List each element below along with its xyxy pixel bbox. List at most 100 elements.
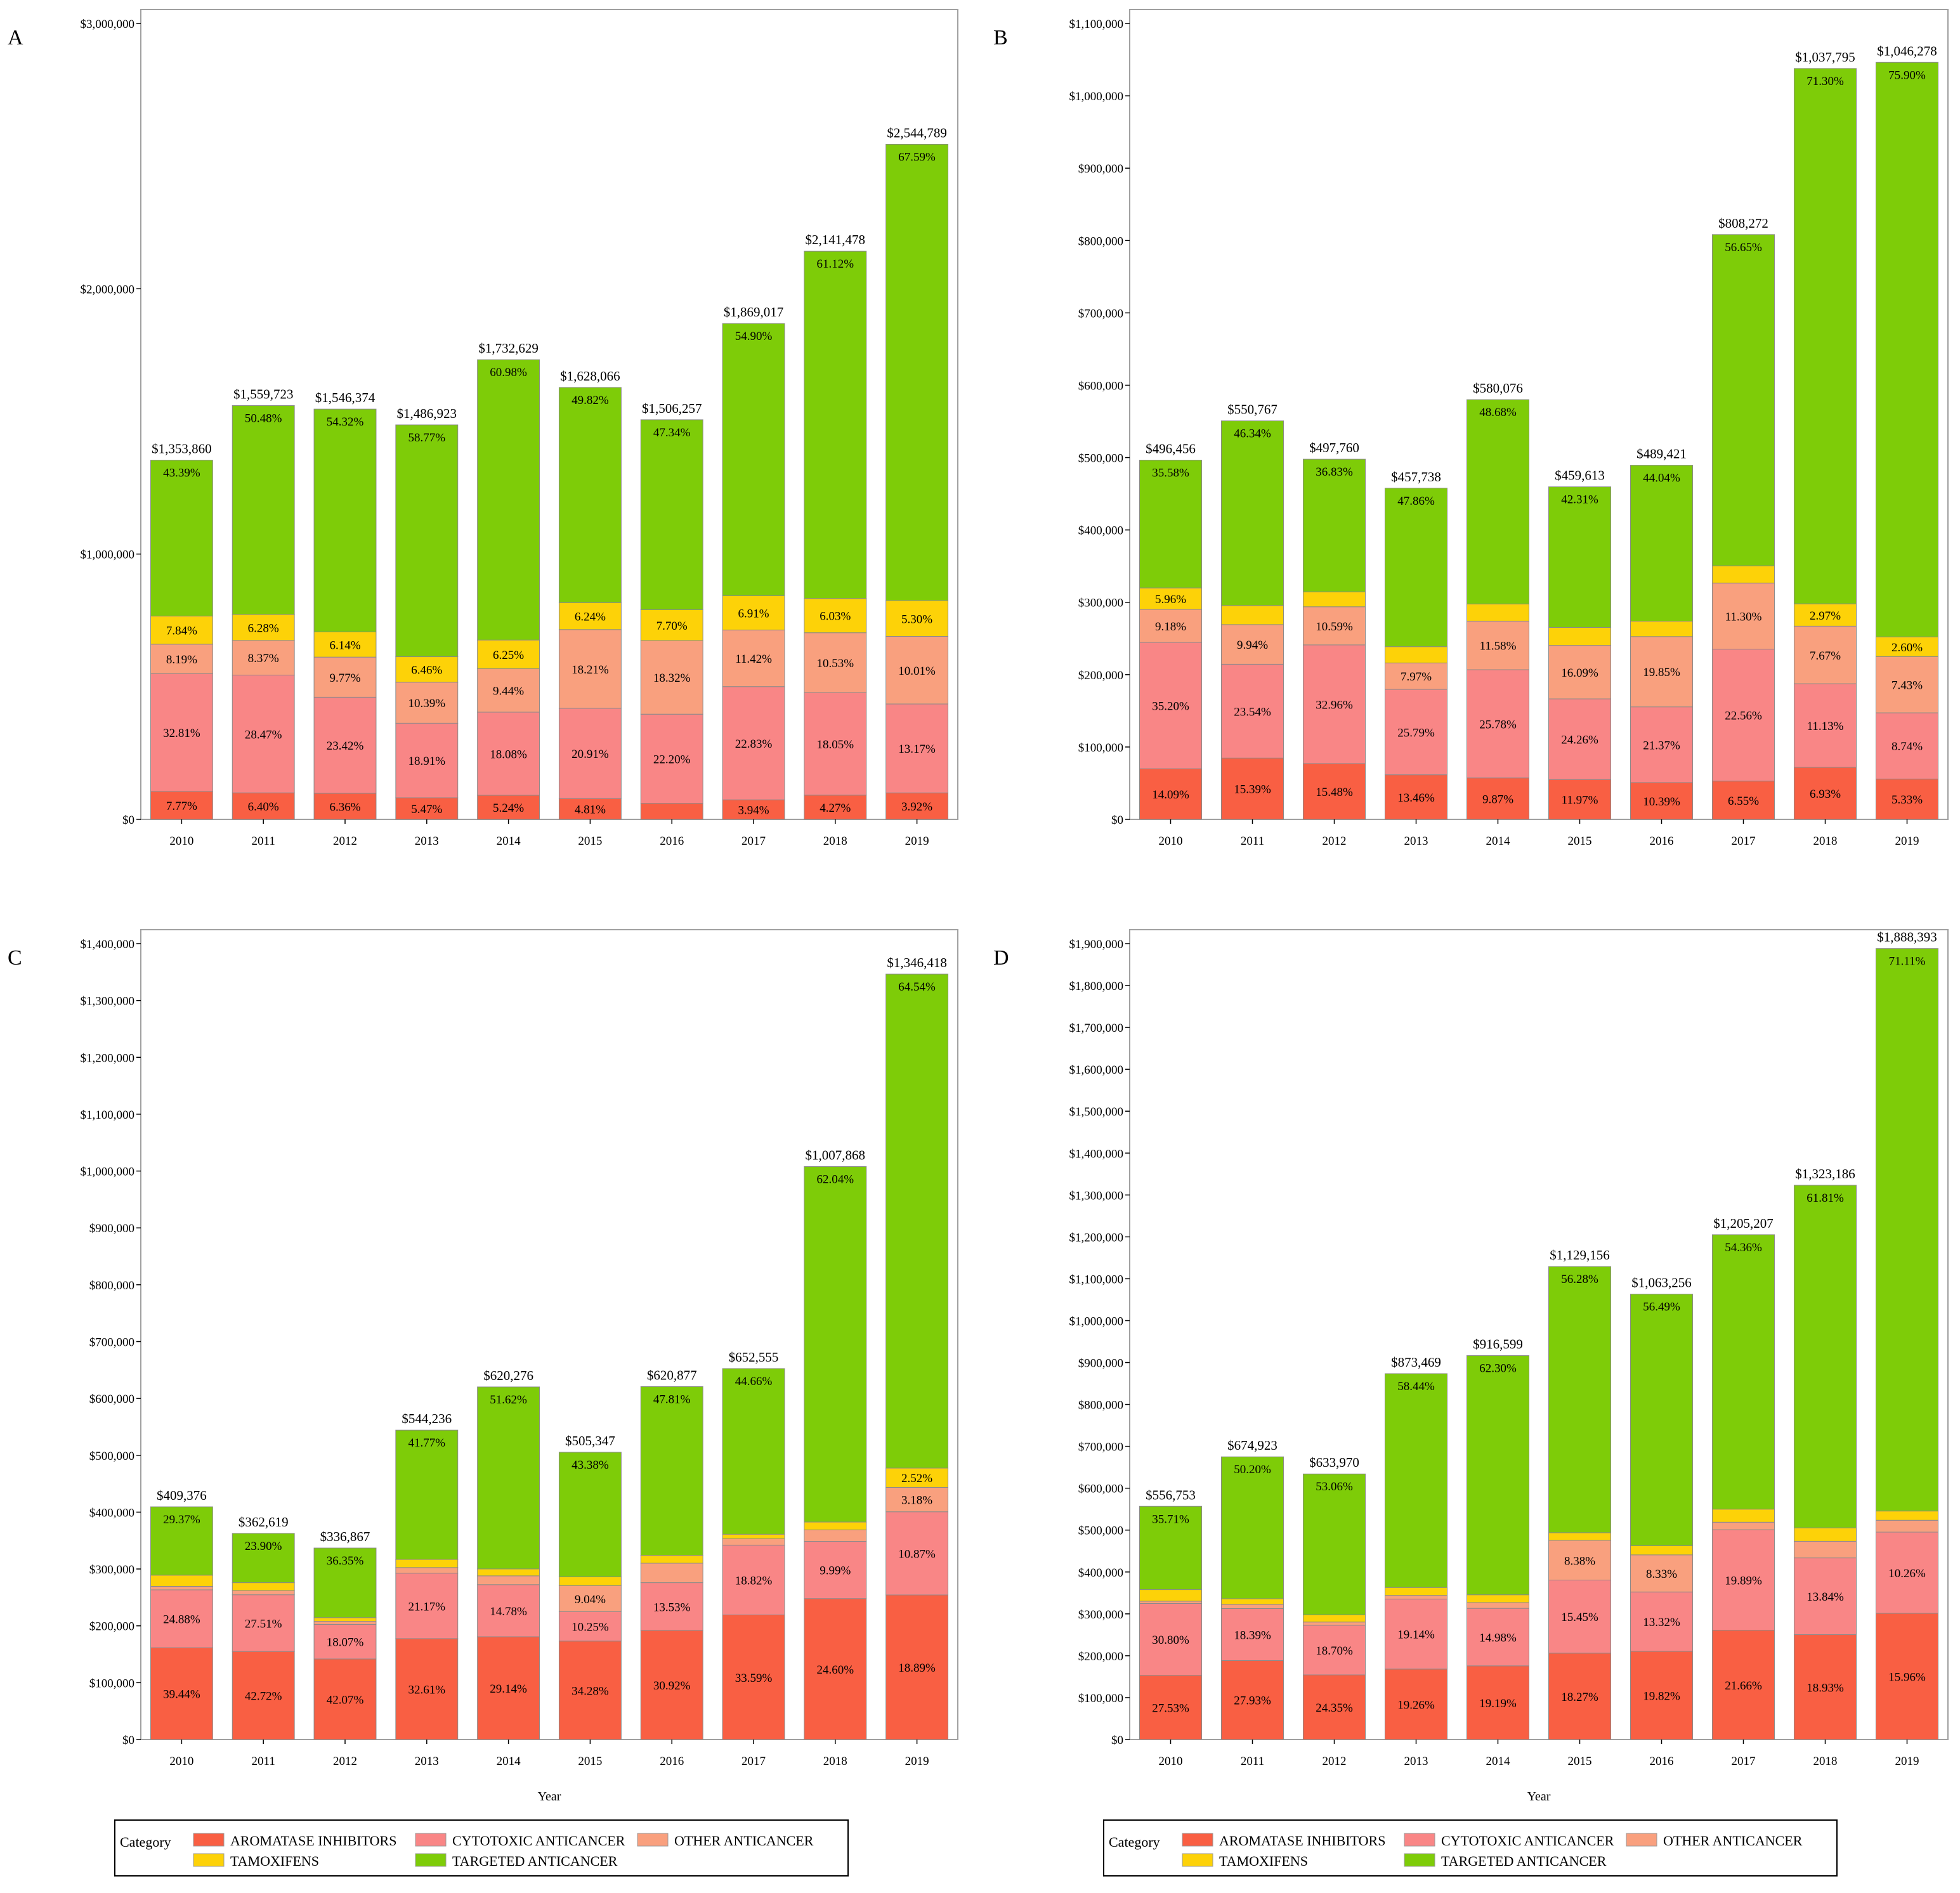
panels: A $0 $1,000,000 $2,000,000 $3,000,000 7.77% 32…: [8, 9, 1949, 1804]
y-tick-label: $100,000: [1078, 1692, 1123, 1705]
bar-data-label: 54.36%: [1725, 1241, 1762, 1254]
bar-data-label: 8.19%: [166, 653, 197, 667]
bar-tamoxifens-2019: [885, 1467, 949, 1488]
bar-total-label: $1,486,923: [397, 406, 457, 421]
bar-data-label: 6.14%: [329, 639, 360, 652]
bar-data-label: 25.78%: [1479, 718, 1517, 731]
bar-other-anticancer-2017: [722, 629, 785, 687]
bar-tamoxifens-2016: [1630, 621, 1694, 637]
x-tick-label: 2014: [497, 1755, 521, 1768]
bar-other-anticancer-2018: [804, 632, 867, 693]
bar-data-label: 21.17%: [408, 1600, 446, 1613]
bar-data-label: 27.93%: [1234, 1695, 1271, 1708]
y-tick-label: $300,000: [1078, 1608, 1123, 1622]
y-tick-label: $1,900,000: [1069, 938, 1124, 951]
bar-targeted-anticancer-2019: [885, 143, 949, 601]
bar-data-label: 18.27%: [1561, 1691, 1598, 1704]
bar-other-anticancer-2011: [1220, 624, 1284, 665]
bar-aromatase-inhibitors-2010: [1139, 1675, 1203, 1740]
legend-right-swatch-tamoxifens: [1182, 1853, 1213, 1867]
bar-other-anticancer-2019: [1875, 656, 1939, 713]
bar-total-label: $652,555: [729, 1350, 779, 1365]
bar-cytotoxic-anticancer-2018: [1793, 683, 1857, 768]
plot-frame: [140, 9, 958, 820]
x-axis-title: Year: [1527, 1790, 1551, 1804]
y-tick-label: $1,100,000: [81, 1109, 135, 1122]
bar-targeted-anticancer-2019: [1875, 948, 1939, 1512]
bar-cytotoxic-anticancer-2013: [1384, 689, 1448, 776]
x-tick-label: 2010: [1159, 1755, 1183, 1768]
bar-data-label: 43.39%: [163, 467, 200, 480]
x-tick-label: 2016: [660, 835, 684, 848]
bar-other-anticancer-2016: [1630, 636, 1694, 708]
y-tick-label: $500,000: [1078, 1525, 1123, 1538]
bar-other-anticancer-2010: [1139, 1601, 1203, 1604]
bar-data-label: 14.09%: [1152, 788, 1189, 802]
bar-tamoxifens-2011: [1220, 1598, 1284, 1605]
bar-data-label: 41.77%: [408, 1436, 446, 1450]
bar-data-label: 6.55%: [1728, 795, 1759, 808]
bar-cytotoxic-anticancer-2011: [1220, 663, 1284, 758]
bar-tamoxifens-2015: [558, 1577, 622, 1586]
bar-data-label: 23.54%: [1234, 705, 1271, 719]
legend-right-frame: [1103, 1819, 1838, 1877]
bar-data-label: 29.14%: [490, 1682, 527, 1696]
bar-data-label: 10.25%: [572, 1620, 609, 1634]
bar-tamoxifens-2018: [1793, 1527, 1857, 1542]
bar-aromatase-inhibitors-2014: [1466, 1665, 1530, 1740]
y-tick-label: $600,000: [1078, 1483, 1123, 1496]
bar-other-anticancer-2017: [722, 1538, 785, 1545]
bar-data-label: 32.96%: [1316, 698, 1353, 712]
bar-other-anticancer-2014: [477, 1575, 540, 1585]
x-tick-label: 2011: [252, 1755, 275, 1768]
bar-data-label: 56.65%: [1725, 241, 1762, 254]
bar-total-label: $544,236: [402, 1411, 452, 1426]
y-tick-label: $1,300,000: [1069, 1189, 1124, 1202]
x-tick-label: 2019: [1895, 1755, 1919, 1768]
legend-right-swatch-other: [1626, 1833, 1657, 1847]
legend-right: Category AROMATASE INHIBITORS CYTOTOXIC …: [1103, 1819, 1838, 1877]
bar-tamoxifens-2017: [1711, 1509, 1775, 1523]
bar-targeted-anticancer-2017: [1711, 234, 1775, 566]
bar-data-label: 7.43%: [1891, 679, 1923, 693]
bar-tamoxifens-2010: [150, 615, 213, 645]
bar-cytotoxic-anticancer-2010: [1139, 1603, 1203, 1676]
bar-data-label: 11.30%: [1725, 610, 1762, 623]
bar-total-label: $1,007,868: [806, 1148, 866, 1163]
bar-other-anticancer-2014: [1466, 620, 1530, 670]
y-tick-label: $100,000: [1078, 741, 1123, 755]
bar-total-label: $808,272: [1718, 216, 1768, 231]
x-tick-label: 2014: [497, 835, 521, 848]
bar-tamoxifens-2010: [1139, 587, 1203, 610]
bar-data-label: 30.80%: [1152, 1634, 1189, 1647]
bar-data-label: 9.94%: [1237, 639, 1268, 652]
bar-aromatase-inhibitors-2016: [640, 803, 703, 820]
x-tick-label: 2012: [1323, 835, 1347, 848]
bar-tamoxifens-2016: [640, 609, 703, 641]
bar-tamoxifens-2019: [885, 600, 949, 637]
x-tick-label: 2015: [578, 835, 602, 848]
bar-aromatase-inhibitors-2018: [1793, 1634, 1857, 1740]
bar-data-label: 18.91%: [408, 755, 446, 768]
bar-tamoxifens-2012: [313, 631, 377, 658]
bar-data-label: 25.79%: [1397, 726, 1435, 739]
bar-other-anticancer-2018: [1793, 1540, 1857, 1559]
y-tick-label: $200,000: [89, 1620, 134, 1634]
bar-total-label: $1,888,393: [1877, 930, 1937, 945]
y-tick-label: $1,100,000: [1069, 18, 1124, 31]
y-tick-label: $800,000: [1078, 235, 1123, 248]
bar-targeted-anticancer-2019: [885, 973, 949, 1469]
bar-data-label: 15.96%: [1888, 1670, 1926, 1684]
bar-cytotoxic-anticancer-2016: [1630, 1591, 1694, 1652]
y-tick-label: $3,000,000: [81, 18, 135, 31]
bar-tamoxifens-2015: [1548, 1532, 1612, 1541]
bar-data-label: 19.82%: [1643, 1689, 1680, 1703]
bar-data-label: 22.20%: [653, 753, 691, 766]
bar-data-label: 50.48%: [245, 412, 282, 426]
bar-data-label: 18.89%: [898, 1662, 936, 1675]
bar-other-anticancer-2014: [477, 668, 540, 713]
bar-aromatase-inhibitors-2015: [558, 798, 622, 820]
bar-targeted-anticancer-2010: [1139, 1506, 1203, 1591]
bar-data-label: 6.93%: [1810, 788, 1841, 801]
bar-data-label: 67.59%: [898, 150, 936, 164]
